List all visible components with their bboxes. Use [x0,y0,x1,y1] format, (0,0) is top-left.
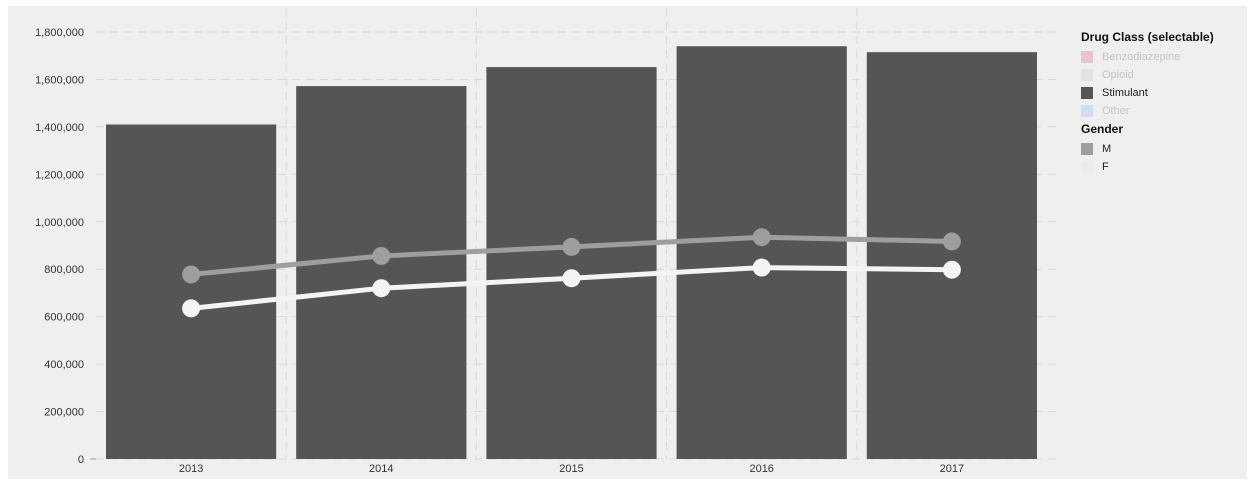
point-m-2015 [562,237,581,256]
legend-gender: Gender M F [1081,122,1249,176]
legend-swatch-stimulant [1081,87,1093,99]
point-f-2014 [372,279,391,298]
legend-drug-class: Drug Class (selectable) Benzodiazepine O… [1081,30,1249,120]
legend-panel: Drug Class (selectable) Benzodiazepine O… [1081,30,1249,176]
y-tick-label: 1,800,000 [35,27,84,39]
legend-swatch-m [1081,143,1093,155]
x-tick-label: 2013 [179,463,203,475]
legend-label-stimulant: Stimulant [1102,87,1148,99]
point-f-2017 [942,260,961,279]
x-tick-label: 2016 [749,463,773,475]
legend-item-stimulant[interactable]: Stimulant [1081,84,1249,102]
x-tick-label: 2015 [559,463,583,475]
bar-2017 [866,52,1037,460]
x-tick-label: 2017 [940,463,964,475]
legend-label-opioid: Opioid [1102,69,1134,81]
point-m-2016 [752,228,771,247]
point-m-2017 [942,232,961,251]
legend-swatch-f [1081,161,1093,173]
legend-gender-title: Gender [1081,122,1124,136]
legend-item-m[interactable]: M [1081,140,1249,158]
bar-2014 [296,86,467,459]
legend-label-benzodiazepine: Benzodiazepine [1102,51,1181,63]
legend-swatch-benzodiazepine [1081,51,1093,63]
point-f-2013 [182,299,201,318]
legend-item-other[interactable]: Other [1081,102,1249,120]
legend-swatch-opioid [1081,69,1093,81]
x-tick-label: 2014 [369,463,393,475]
y-tick-label: 1,400,000 [35,122,84,134]
bar-2016 [676,46,847,459]
y-tick-label: 0 [78,454,84,466]
legend-swatch-other [1081,105,1093,117]
y-tick-label: 600,000 [44,312,84,324]
legend-item-opioid[interactable]: Opioid [1081,66,1249,84]
point-m-2013 [182,265,201,284]
legend-drug-class-title: Drug Class (selectable) [1081,30,1214,44]
y-tick-label: 1,600,000 [35,74,84,86]
legend-label-other: Other [1102,105,1130,117]
y-tick-label: 400,000 [44,359,84,371]
point-m-2014 [372,246,391,265]
bar-2013 [106,124,277,460]
bar-2015 [486,67,657,459]
point-f-2016 [752,258,771,277]
y-tick-label: 1,000,000 [35,217,84,229]
point-f-2015 [562,269,581,288]
legend-item-f[interactable]: F [1081,158,1249,176]
y-tick-label: 800,000 [44,264,84,276]
y-tick-label: 200,000 [44,407,84,419]
legend-item-benzodiazepine[interactable]: Benzodiazepine [1081,48,1249,66]
legend-label-m: M [1102,143,1112,155]
y-tick-label: 1,200,000 [35,169,84,181]
legend-label-f: F [1102,161,1109,173]
